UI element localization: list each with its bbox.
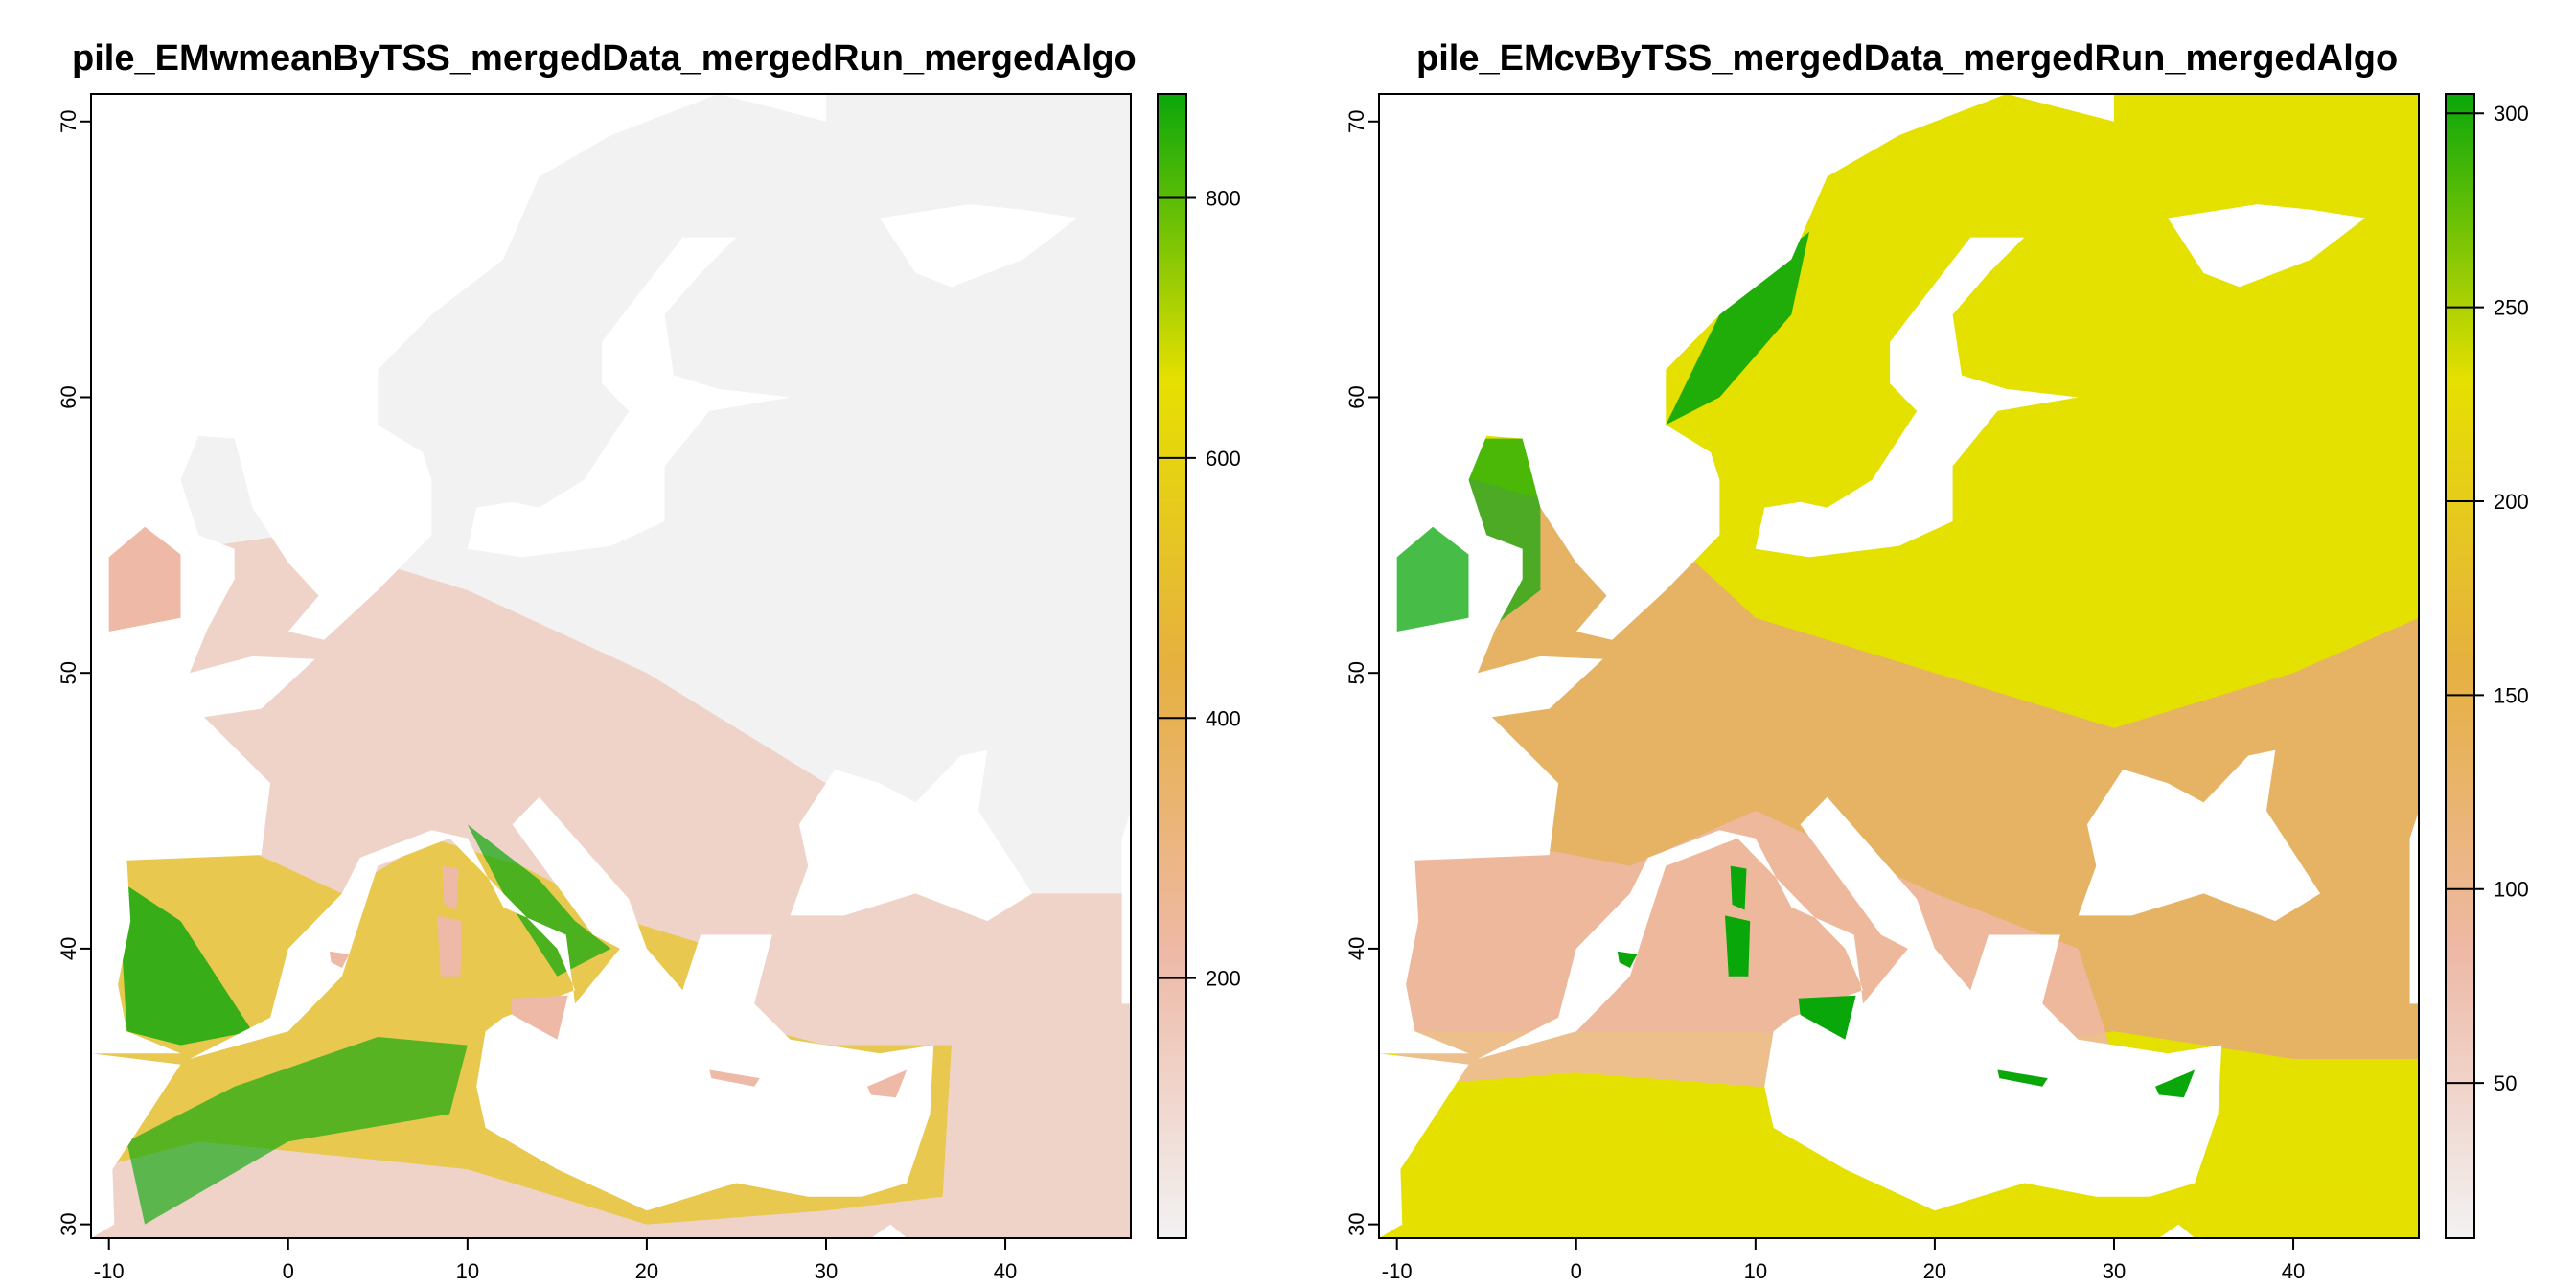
y-tick-label: 30: [1345, 1212, 1368, 1235]
panel1-map: -10 0 10 20 30 40 30 40 50 60 70 200 400 600 800: [57, 93, 1241, 1283]
land-ireland: [1396, 526, 1469, 632]
x-tick-label: 0: [1571, 1259, 1582, 1283]
y-tick-label: 60: [57, 385, 80, 408]
legend-tick-label: 800: [1206, 187, 1241, 211]
land-crete: [709, 1070, 760, 1087]
legend-tick-label: 300: [2494, 102, 2529, 126]
zone-high-maghreb: [126, 1037, 468, 1225]
sea-atlantic_s: [1379, 1053, 1469, 1238]
legend-tick-label: 200: [1206, 967, 1241, 991]
x-tick-label: 30: [2103, 1259, 2126, 1283]
y-tick-label: 30: [57, 1212, 80, 1235]
land-cyprus: [867, 1070, 908, 1098]
y-tick-label: 70: [1345, 110, 1368, 133]
panel2-title: pile_EMcvByTSS_mergedData_mergedRun_merg…: [1416, 38, 2399, 79]
sea-whitesea: [2168, 204, 2365, 288]
map-raster: [1379, 94, 2419, 1238]
legend-colorbar: [2445, 93, 2475, 1239]
y-tick-label: 40: [1345, 937, 1368, 960]
land-corsica: [1730, 865, 1747, 910]
sea-northsea: [91, 94, 826, 1054]
y-tick-label: 60: [1345, 385, 1368, 408]
sea-baltic: [1755, 237, 2079, 558]
x-tick-label: 10: [456, 1259, 479, 1283]
x-tick-label: 40: [994, 1259, 1017, 1283]
legend-tick-label: 100: [2494, 878, 2529, 902]
x-tick-label: 0: [283, 1259, 294, 1283]
legend-tick-label: 150: [2494, 683, 2529, 707]
sea-black: [790, 749, 1033, 922]
legend-tick-label: 600: [1206, 447, 1241, 471]
land-majorca: [1617, 951, 1638, 968]
sea-northsea: [1379, 94, 2114, 1054]
land-ireland: [108, 526, 181, 632]
y-tick-label: 50: [1345, 661, 1368, 684]
x-tick-label: 10: [1744, 1259, 1767, 1283]
map-raster: [91, 94, 1131, 1238]
y-tick-label: 40: [57, 937, 80, 960]
zone-high-italy: [467, 824, 611, 977]
x-tick-label: 20: [1923, 1259, 1946, 1283]
land-sicily: [510, 995, 568, 1040]
land-crete: [1997, 1070, 2048, 1087]
land-sardinia: [1725, 915, 1751, 977]
land-sardinia: [437, 915, 463, 977]
x-tick-label: -10: [94, 1259, 125, 1283]
x-tick-label: 20: [635, 1259, 658, 1283]
zone-high-norway: [1666, 231, 1809, 426]
legend-tick-label: 400: [1206, 706, 1241, 730]
panel2-map: -10 0 10 20 30 40 30 40 50 60 70 50 100 150 200 250 300: [1345, 93, 2529, 1283]
x-tick-label: 40: [2282, 1259, 2305, 1283]
legend-tick-label: 50: [2494, 1071, 2517, 1095]
land-cyprus: [2155, 1070, 2196, 1098]
sea-black: [2078, 749, 2321, 922]
y-tick-label: 50: [57, 661, 80, 684]
sea-atlantic_s: [91, 1053, 181, 1238]
y-tick-label: 70: [57, 110, 80, 133]
sea-redsea: [2158, 1224, 2196, 1238]
sea-redsea: [870, 1224, 908, 1238]
sea-whitesea: [880, 204, 1077, 288]
panel1-title: pile_EMwmeanByTSS_mergedData_mergedRun_m…: [72, 38, 1137, 79]
x-tick-label: 30: [815, 1259, 838, 1283]
zone-high-iberia: [118, 880, 253, 1046]
sea-caspian: [2409, 811, 2419, 1004]
legend-tick-label: 200: [2494, 490, 2529, 514]
plot-frame: [90, 93, 1132, 1239]
sea-caspian: [1121, 811, 1131, 1004]
land-corsica: [442, 865, 459, 910]
land-majorca: [329, 951, 350, 968]
plot-frame: [1378, 93, 2420, 1239]
land-sicily: [1798, 995, 1856, 1040]
legend-colorbar: [1157, 93, 1187, 1239]
x-tick-label: -10: [1382, 1259, 1413, 1283]
sea-baltic: [467, 237, 791, 558]
legend-tick-label: 250: [2494, 296, 2529, 320]
